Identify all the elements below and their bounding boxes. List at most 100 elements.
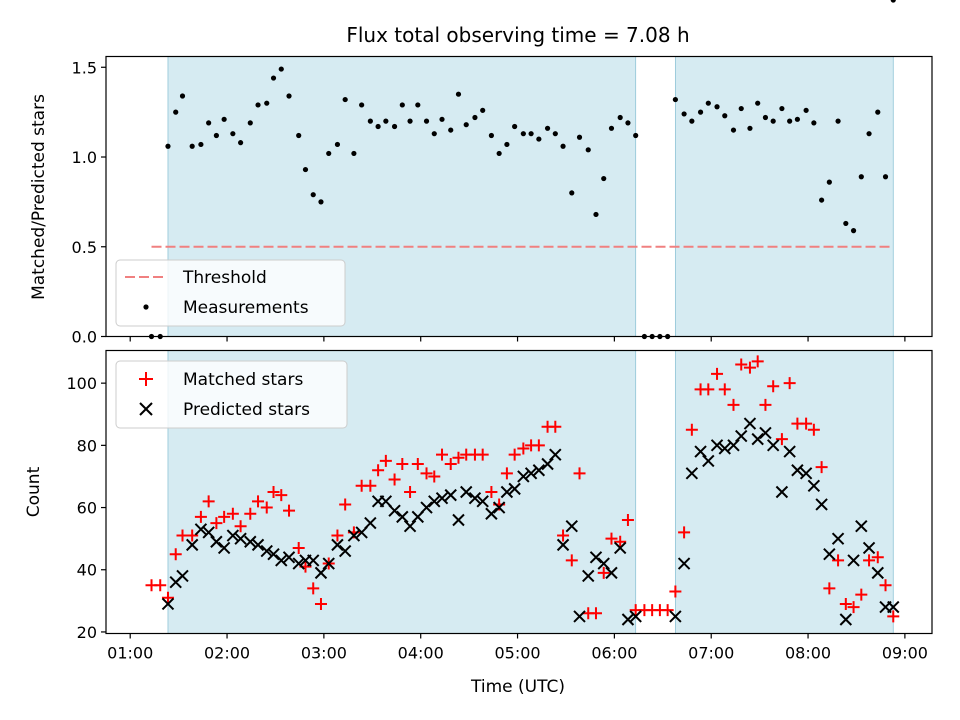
predicted-star-point: [613, 541, 627, 555]
measurement-point: [367, 118, 373, 124]
measurement-point: [206, 120, 212, 126]
predicted-star-point: [347, 529, 361, 542]
measurement-point: [770, 118, 776, 124]
measurement-point: [255, 102, 261, 108]
matched-star-point: [678, 526, 691, 539]
predicted-star-point: [766, 439, 780, 452]
predicted-star-point: [862, 541, 876, 555]
matched-star-point: [718, 383, 731, 396]
predicted-star-point: [887, 600, 900, 614]
predicted-star-point: [831, 532, 845, 545]
matched-star-point: [573, 467, 586, 480]
matched-star-point: [161, 591, 174, 604]
predicted-star-point: [718, 442, 731, 455]
x-tick-label: 02:00: [204, 644, 250, 663]
matched-star-point: [532, 439, 545, 452]
predicted-star-point: [500, 485, 514, 499]
predicted-star-point: [202, 526, 215, 539]
predicted-star-point: [226, 529, 240, 542]
measurement-point: [747, 125, 753, 131]
y-tick-label: 1.0: [72, 148, 97, 167]
measurement-point: [221, 116, 227, 122]
predicted-star-point: [735, 429, 748, 443]
matched-star-point: [331, 529, 344, 542]
predicted-star-point: [331, 538, 344, 552]
predicted-star-point: [823, 547, 836, 561]
measurement-point: [326, 150, 332, 157]
measurement-point: [296, 132, 302, 139]
measurement-point: [890, 0, 896, 3]
matched-star-point: [364, 479, 377, 492]
measurement-point: [512, 123, 518, 130]
measurement-point: [480, 107, 486, 113]
measurement-point: [730, 127, 737, 133]
measurement-point: [689, 118, 695, 124]
measurement-point: [463, 122, 469, 128]
predicted-star-point: [460, 485, 473, 499]
measurement-point: [633, 132, 639, 139]
x-tick-label: 04:00: [398, 644, 444, 663]
measurement-point: [608, 125, 615, 131]
legend-threshold-label: Threshold: [182, 268, 267, 288]
measurement-point: [617, 114, 623, 121]
measurement-point: [705, 100, 711, 106]
matched-star-point: [244, 507, 257, 520]
measurement-point: [672, 96, 678, 103]
matched-star-point: [863, 554, 876, 567]
measurement-point: [375, 123, 381, 130]
measurement-point: [238, 140, 244, 146]
measurement-point: [585, 147, 591, 153]
measurement-point: [165, 143, 171, 149]
matched-star-point: [751, 355, 764, 368]
matched-star-point: [260, 501, 273, 514]
predicted-star-point: [582, 569, 595, 583]
measurement-point: [455, 91, 462, 97]
legend-matched-swatch: [139, 372, 153, 386]
predicted-star-point: [524, 467, 538, 480]
predicted-star-point: [751, 432, 764, 446]
matched-star-point: [339, 498, 352, 511]
matched-star-point: [743, 361, 756, 374]
matched-star-point: [436, 448, 449, 461]
measurement-point: [835, 118, 841, 124]
matched-star-point: [783, 377, 796, 390]
measurement-point: [448, 127, 454, 133]
predicted-star-point: [396, 510, 409, 524]
predicted-star-point: [468, 492, 482, 505]
predicted-star-point: [589, 551, 603, 564]
matched-star-point: [485, 486, 498, 498]
x-tick-label: 01:00: [107, 644, 153, 663]
predicted-star-point: [492, 501, 506, 514]
matched-star-point: [307, 582, 320, 595]
matched-star-point: [411, 458, 424, 471]
matched-star-point: [823, 582, 836, 595]
predicted-star-point: [210, 535, 223, 548]
measurement-point: [811, 120, 817, 126]
measurement-point: [779, 105, 785, 112]
matched-star-point: [621, 513, 634, 526]
measurement-point: [593, 211, 599, 218]
predicted-star-point: [815, 498, 828, 511]
matched-star-point: [508, 448, 521, 461]
measurement-point: [544, 125, 551, 131]
predicted-star-point: [234, 532, 247, 545]
y-tick-label: 80: [77, 436, 97, 455]
measurement-point: [826, 179, 832, 185]
ratio-legend-box: [115, 259, 346, 327]
measurement-point: [247, 120, 253, 126]
matched-star-point: [887, 610, 900, 623]
measurement-point: [431, 131, 437, 137]
matched-star-point: [275, 489, 288, 502]
ratio-legend: Threshold Measurements: [115, 259, 346, 327]
predicted-star-point: [597, 557, 610, 570]
measurement-point: [391, 123, 398, 130]
matched-star-point: [711, 367, 724, 380]
matched-star-point: [517, 442, 530, 455]
predicted-star-point: [322, 557, 335, 570]
measurement-point: [681, 111, 687, 117]
matched-star-point: [759, 398, 772, 411]
predicted-star-point: [669, 610, 682, 623]
measurement-point: [697, 109, 704, 115]
predicted-star-point: [549, 448, 562, 461]
